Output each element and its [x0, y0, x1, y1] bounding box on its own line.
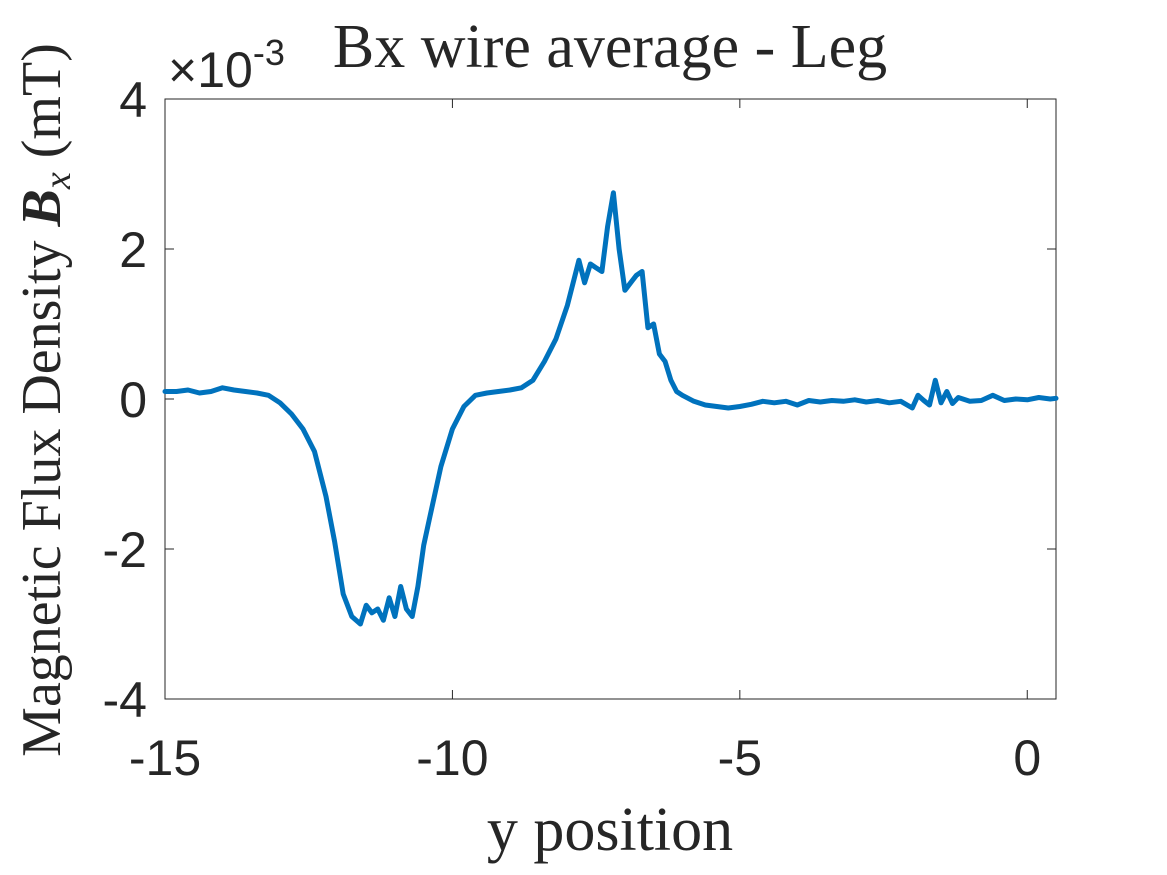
x-axis-label: y position [487, 796, 733, 864]
chart-title: Bx wire average - Leg [333, 13, 887, 81]
y-axis-exponent-base: ×10 [168, 42, 253, 98]
y-axis-label: Magnetic Flux Density Bx (mT) [11, 43, 79, 757]
y-axis-label-symbol: B [11, 189, 73, 227]
plot-area: -15 -10 -5 0 -4 -2 0 2 4 [103, 72, 1059, 786]
series-line [162, 190, 1059, 627]
x-tick-label: 0 [1013, 730, 1041, 786]
x-tick-label: -10 [416, 730, 488, 786]
y-tick-label: 2 [119, 222, 147, 278]
x-tick-label: -5 [718, 730, 762, 786]
y-axis-exponent-power: -3 [253, 32, 285, 73]
y-axis-exponent-label: ×10-3 [168, 32, 285, 98]
y-axis-label-suffix: (mT) [11, 43, 73, 172]
y-tick-label: -4 [103, 672, 147, 728]
y-axis-label-prefix: Magnetic Flux Density [11, 226, 73, 756]
y-tick-label: 4 [119, 72, 147, 128]
y-tick-label: -2 [103, 522, 147, 578]
y-tick-label: 0 [119, 372, 147, 428]
y-axis-label-subscript: x [37, 172, 79, 190]
x-tick-label: -15 [129, 730, 201, 786]
